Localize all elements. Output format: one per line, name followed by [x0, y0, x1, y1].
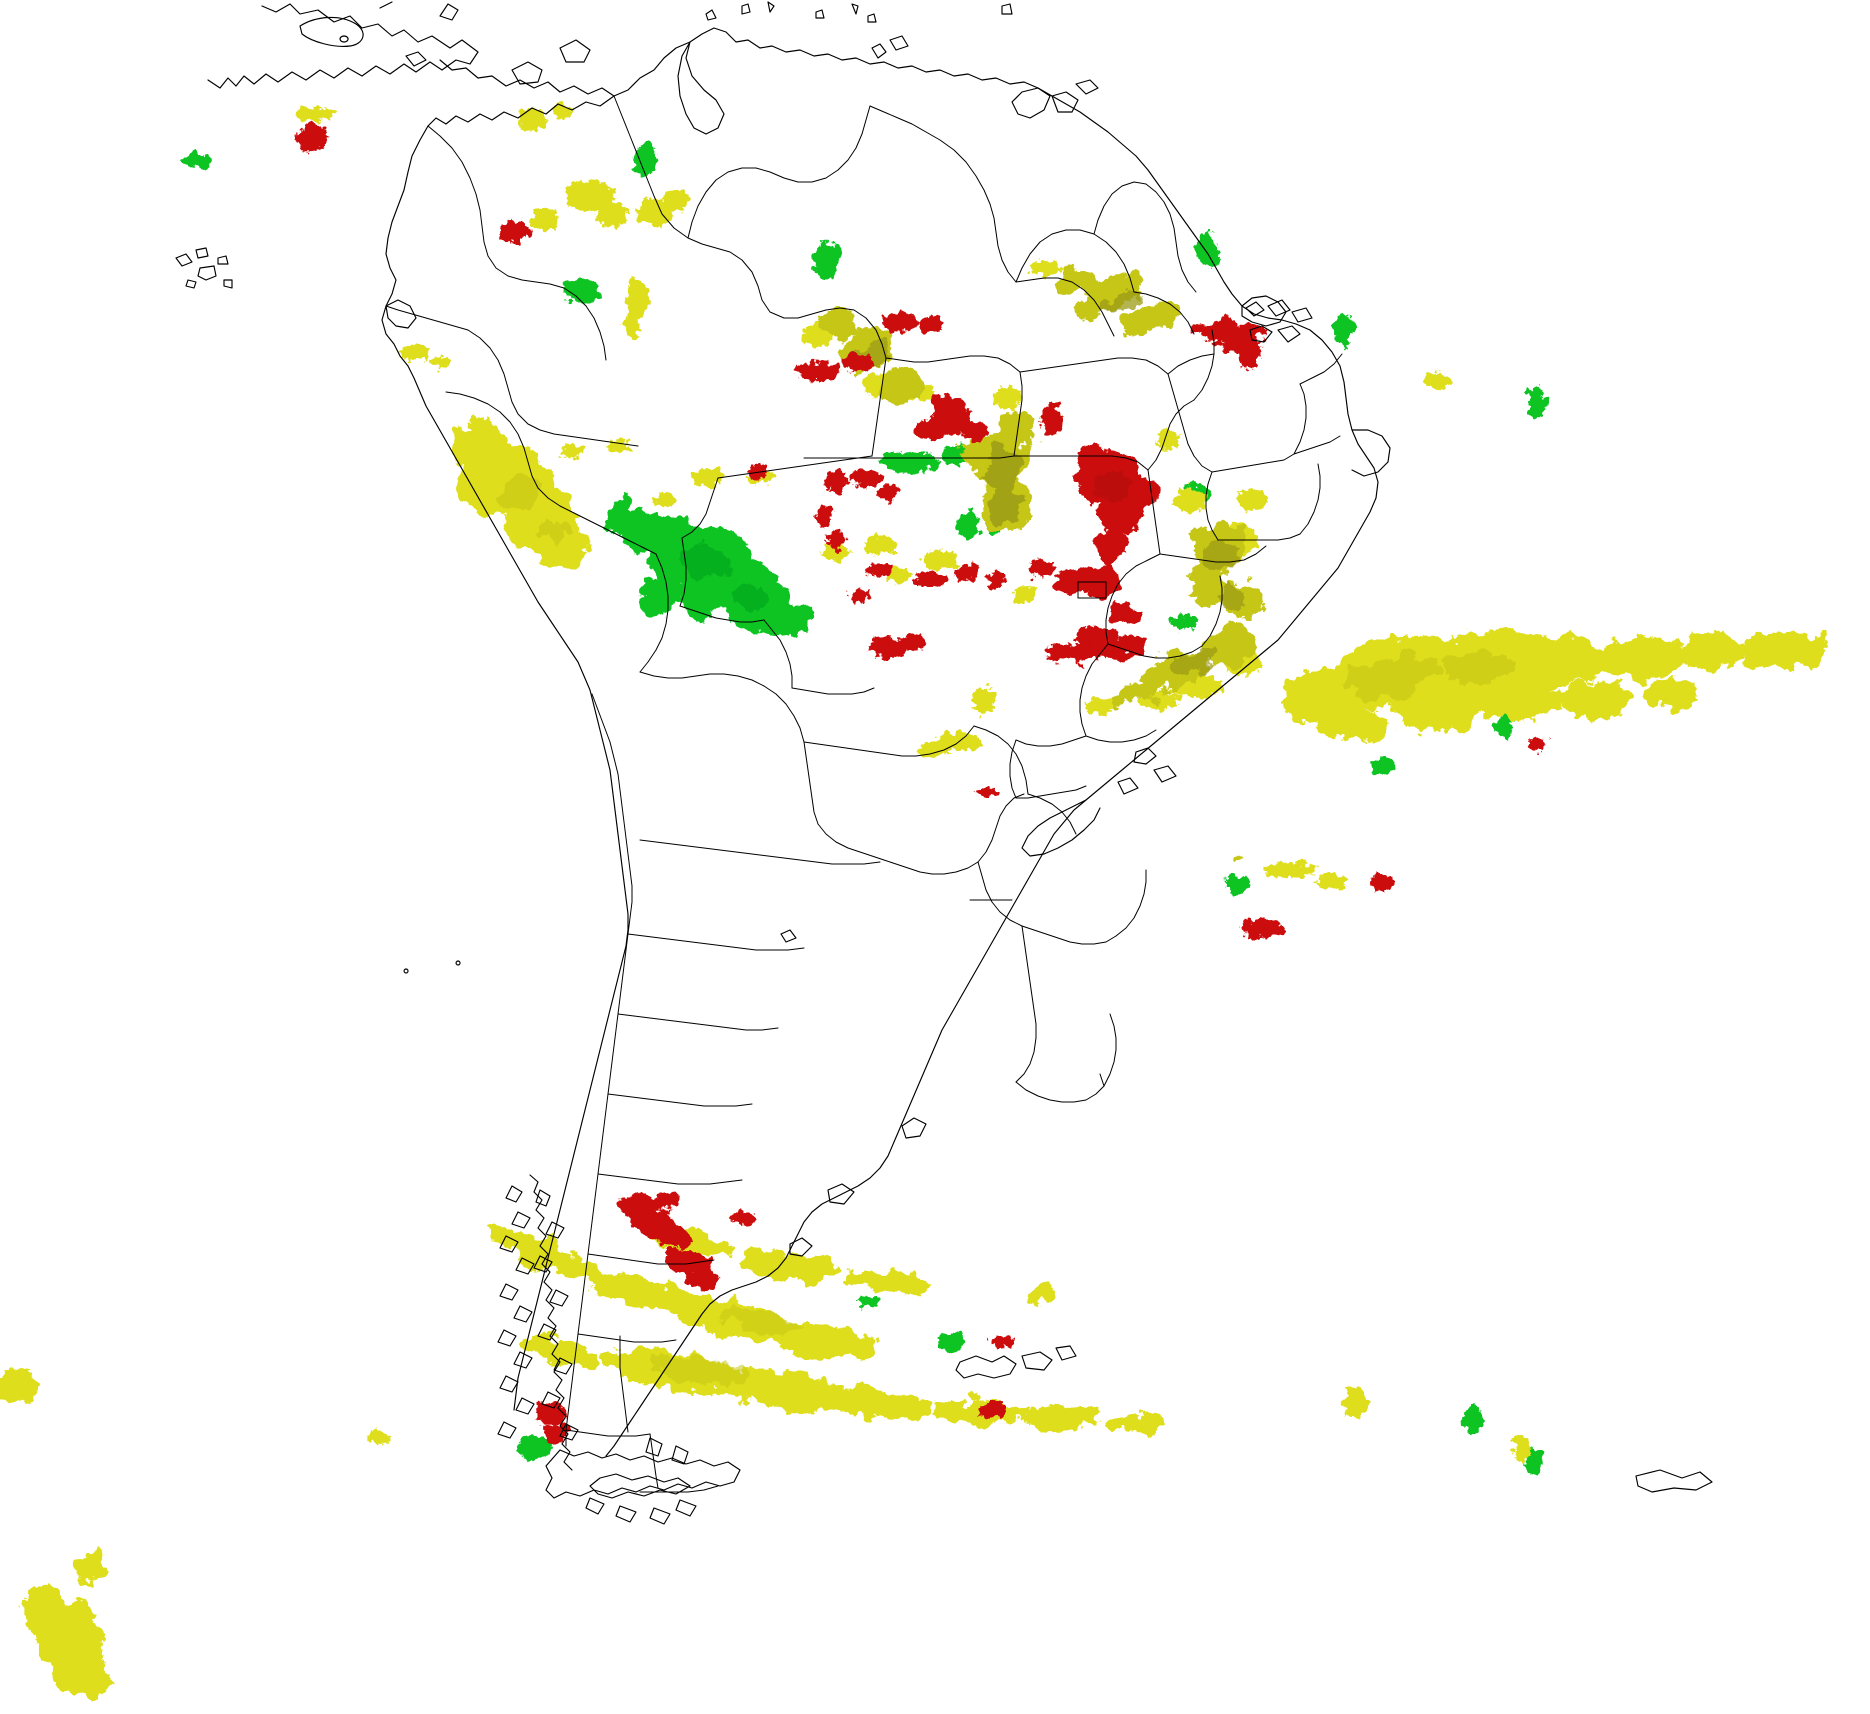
anomaly-overlay-layer — [0, 104, 1828, 1700]
green-core-bolivia-shade — [680, 546, 770, 611]
yellow-core-parana — [1233, 857, 1247, 867]
red-patch-group — [297, 124, 1547, 1426]
olive-swath-se-atlantic — [1344, 652, 1514, 698]
admin-boundary-layer — [385, 95, 1343, 1493]
olive-core-goias — [985, 448, 1021, 528]
olive-core-bahia — [1205, 542, 1245, 609]
yellow-patch-sw-pacific — [0, 1370, 108, 1700]
olive-coastal-band-para — [1099, 288, 1145, 316]
olive-core-minas — [1174, 649, 1218, 675]
olive-band-patagonia — [648, 1308, 804, 1385]
red-cluster-mt — [919, 397, 970, 441]
red-core-tocantins-shade — [1092, 471, 1132, 501]
yellow-core-peru-shade — [498, 479, 566, 542]
red-band-patagonia — [616, 1195, 722, 1290]
yellow-coastal-band-para — [1054, 270, 1179, 334]
coastline-layer — [175, 1, 1713, 1525]
